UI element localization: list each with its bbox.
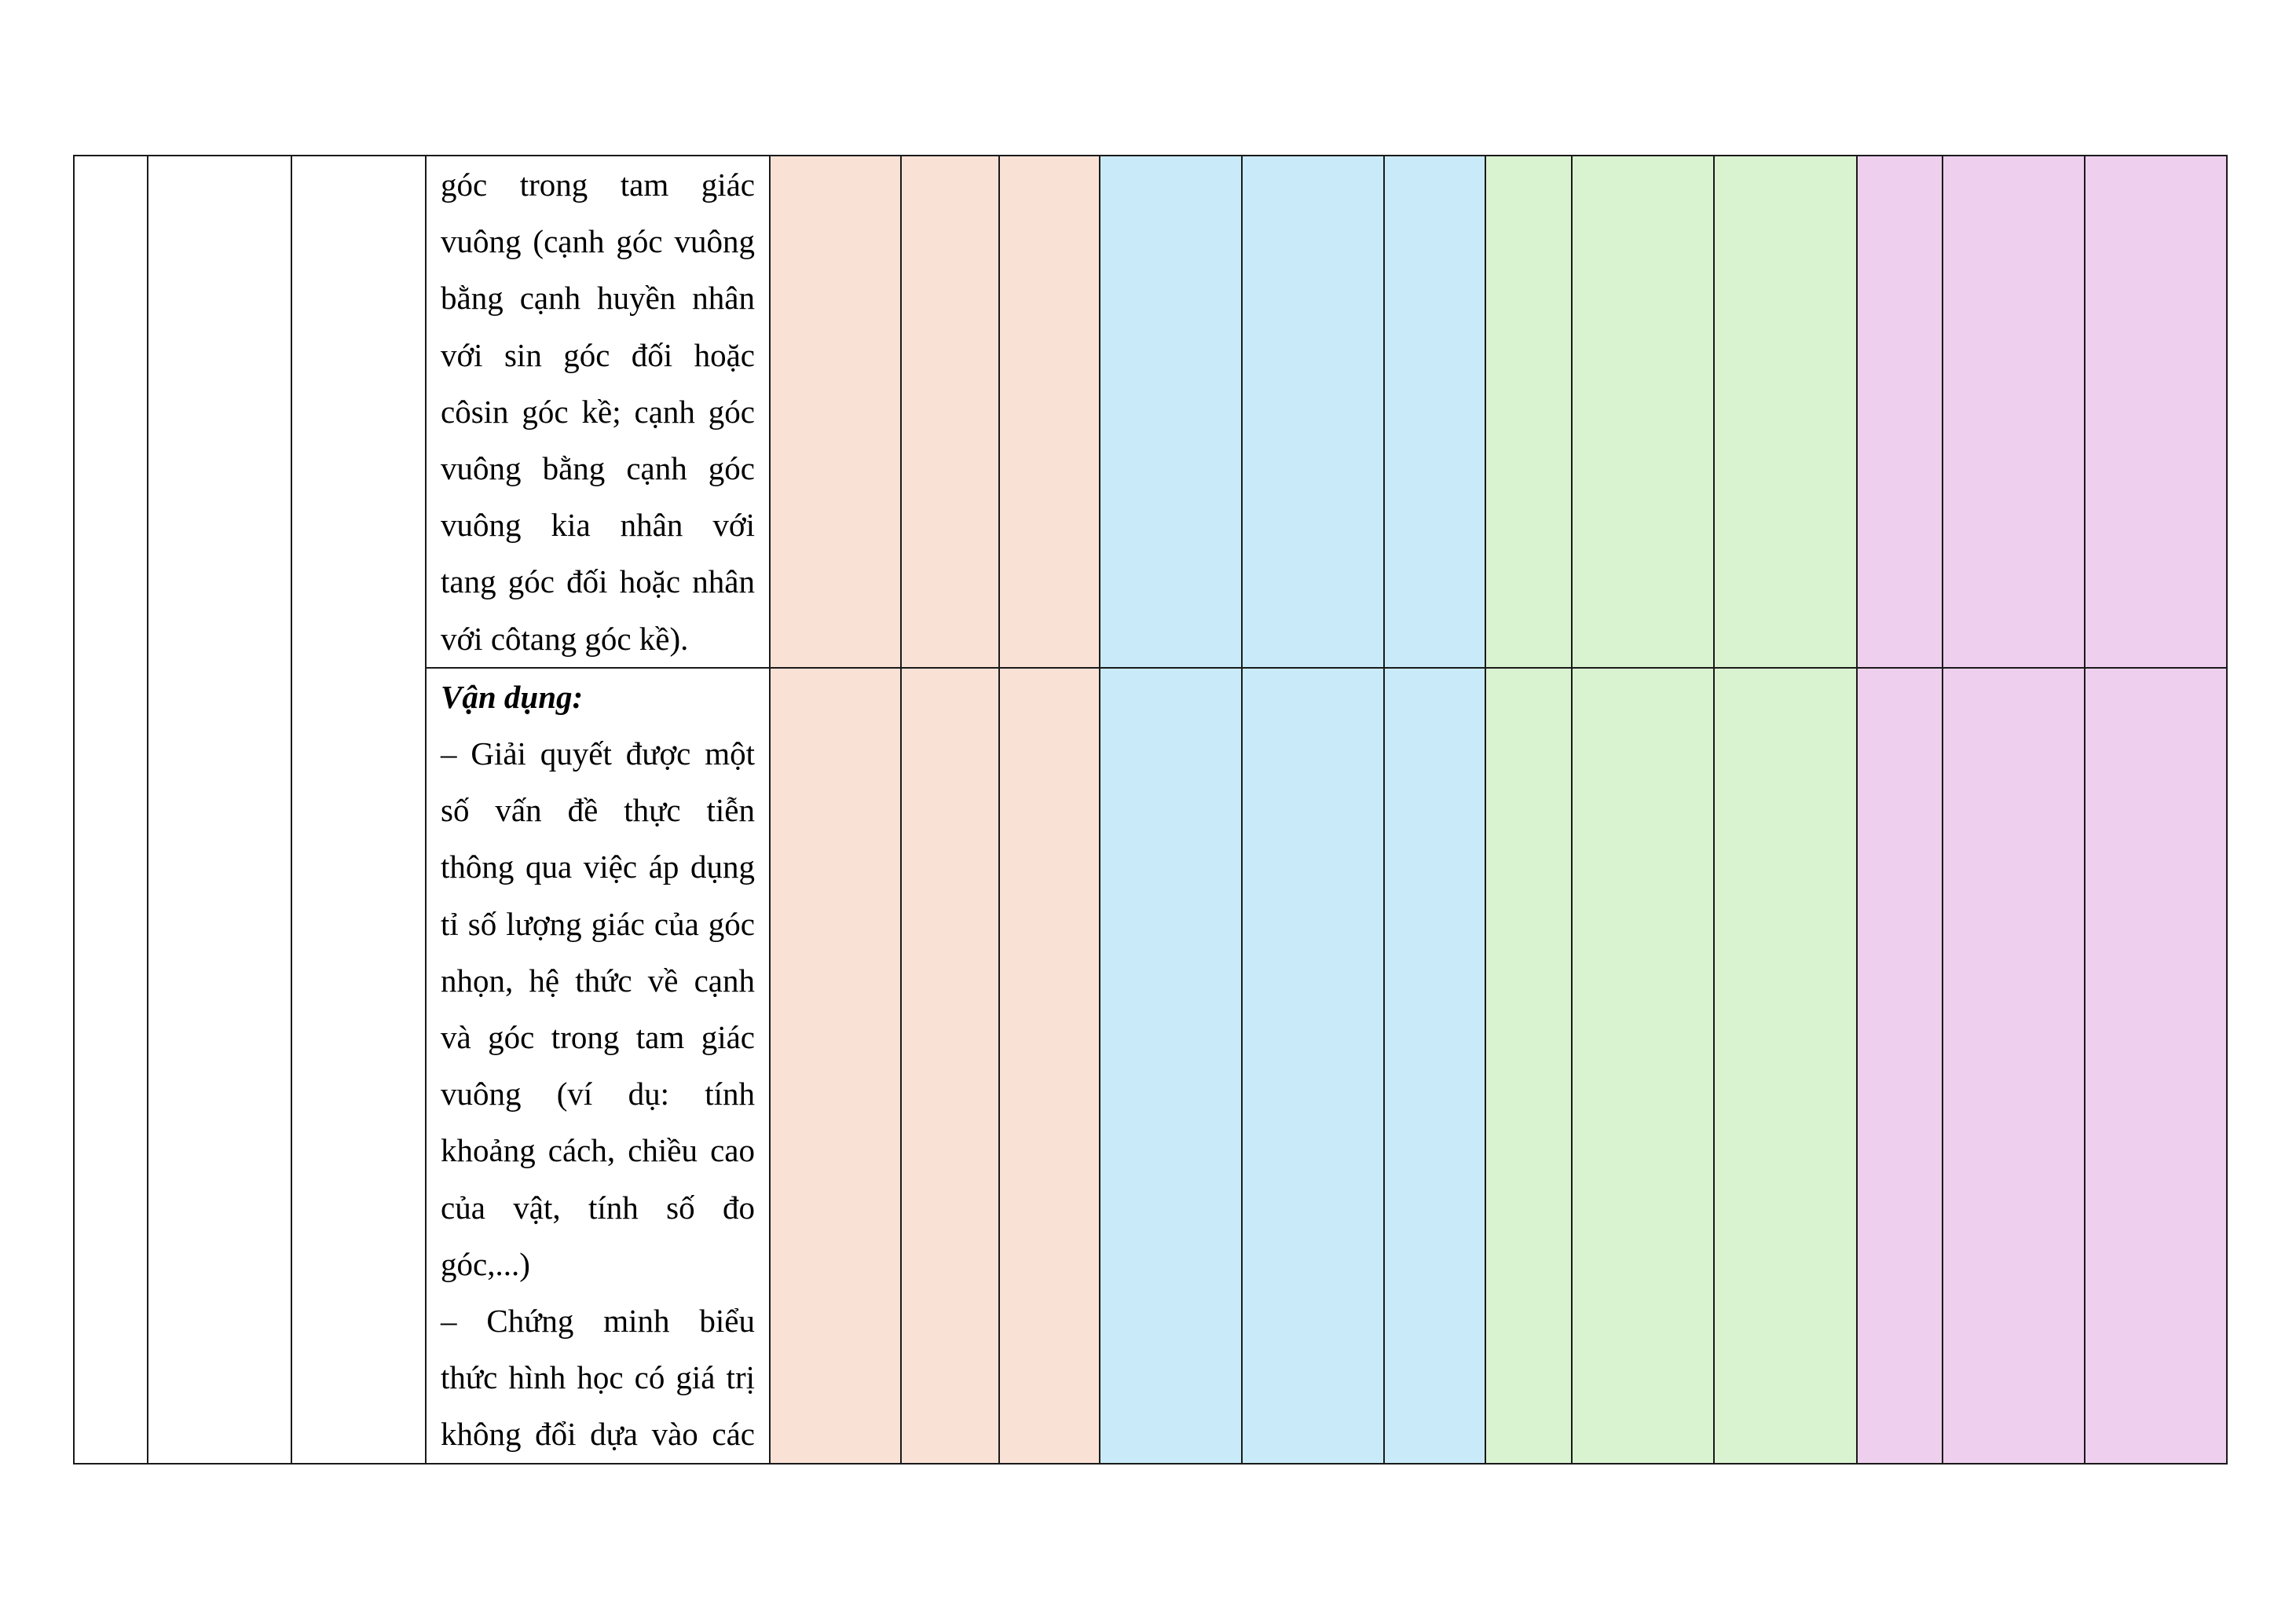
pink-cell — [1856, 666, 1943, 1465]
blue-cell — [1383, 155, 1486, 669]
text-line: thông qua việc áp dụng — [441, 849, 755, 885]
empty-cell — [291, 155, 427, 1465]
peach-cell — [769, 666, 902, 1465]
green-cell — [1485, 666, 1573, 1465]
text-line: – Giải quyết được một — [441, 735, 755, 772]
empty-cell — [147, 155, 292, 1465]
empty-cell — [73, 155, 148, 1465]
blue-cell — [1099, 666, 1243, 1465]
text-line: khoảng cách, chiều cao — [441, 1132, 755, 1169]
pink-cell — [1942, 666, 2085, 1465]
text-line: bằng cạnh huyền nhân — [441, 280, 755, 317]
text-line: không đổi dựa vào các — [441, 1416, 755, 1453]
requirement-text-cell: góc trong tam giác vuông (cạnh góc vuông… — [425, 155, 771, 669]
text-line: và góc trong tam giác — [441, 1019, 755, 1056]
peach-cell — [998, 155, 1100, 669]
text-line: với côtang góc kề). — [441, 620, 689, 657]
pink-cell — [2084, 666, 2228, 1465]
green-cell — [1571, 155, 1715, 669]
table-row: góc trong tam giác vuông (cạnh góc vuông… — [73, 155, 2228, 1465]
peach-cell — [769, 155, 902, 669]
pink-cell — [1942, 155, 2085, 669]
blue-cell — [1383, 666, 1486, 1465]
pink-cell — [1856, 155, 1943, 669]
text-line: tỉ số lượng giác của góc — [441, 905, 755, 942]
peach-cell — [998, 666, 1100, 1465]
text-line: với sin góc đối hoặc — [441, 336, 755, 373]
peach-cell — [900, 666, 1000, 1465]
text-line: góc trong tam giác — [441, 167, 755, 203]
content-table: góc trong tam giác vuông (cạnh góc vuông… — [73, 155, 2228, 1465]
blue-cell — [1241, 666, 1385, 1465]
text-line: côsin góc kề; cạnh góc — [441, 393, 755, 430]
text-line: góc,...) — [441, 1245, 530, 1282]
pink-cell — [2084, 155, 2228, 669]
green-cell — [1571, 666, 1715, 1465]
text-line: – Chứng minh biểu — [441, 1303, 755, 1340]
text-line: vuông (ví dụ: tính — [441, 1076, 755, 1113]
requirement-text-cell: Vận dụng: – Giải quyết được một số vấn đ… — [425, 666, 771, 1465]
blue-cell — [1241, 155, 1385, 669]
text-line: nhọn, hệ thức về cạnh — [441, 962, 755, 999]
text-line: của vật, tính số đo — [441, 1189, 755, 1226]
text-line: tang góc đối hoặc nhân — [441, 563, 755, 600]
text-line: số vấn đề thực tiễn — [441, 792, 755, 829]
green-cell — [1713, 155, 1858, 669]
table-row: Vận dụng: – Giải quyết được một số vấn đ… — [74, 666, 2228, 1465]
text-line: vuông bằng cạnh góc — [441, 450, 755, 487]
text-line: vuông (cạnh góc vuông — [441, 223, 755, 260]
blue-cell — [1099, 155, 1243, 669]
green-cell — [1485, 155, 1573, 669]
section-heading: Vận dụng: — [441, 678, 584, 715]
green-cell — [1713, 666, 1858, 1465]
text-line: vuông kia nhân với — [441, 507, 755, 544]
text-line: thức hình học có giá trị — [441, 1359, 755, 1396]
peach-cell — [900, 155, 1000, 669]
